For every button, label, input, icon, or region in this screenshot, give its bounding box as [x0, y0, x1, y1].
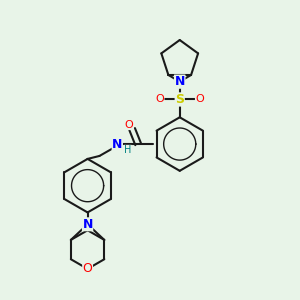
Text: O: O	[155, 94, 164, 104]
Text: N: N	[175, 75, 185, 88]
Text: H: H	[124, 145, 131, 155]
Text: N: N	[112, 138, 122, 151]
Text: O: O	[82, 262, 92, 275]
Text: N: N	[82, 218, 93, 231]
Text: O: O	[195, 94, 204, 104]
Text: S: S	[175, 93, 184, 106]
Text: O: O	[125, 120, 134, 130]
